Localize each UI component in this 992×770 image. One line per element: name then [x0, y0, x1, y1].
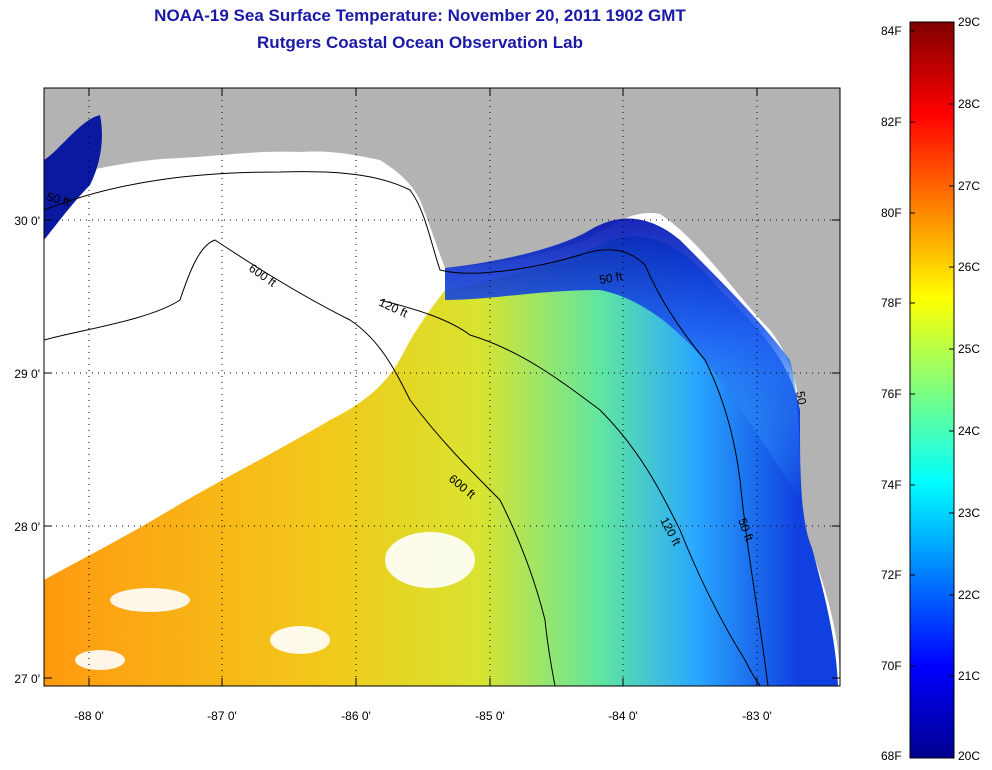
colorbar-f-label: 68F	[881, 749, 902, 763]
lat-label: 28 0'	[14, 520, 40, 534]
graticule	[44, 88, 840, 686]
lon-label: -86 0'	[341, 709, 371, 723]
colorbar-f-label: 82F	[881, 115, 902, 129]
lat-label: 27 0'	[14, 672, 40, 686]
depth-contours	[44, 171, 769, 686]
colorbar-c-label: 27C	[958, 179, 981, 193]
colorbar-c-label: 28C	[958, 97, 981, 111]
colorbar-ticks	[910, 21, 954, 677]
map-plot-area: 50 ft 600 ft 120 ft 50 ft 600 ft 120 ft …	[44, 88, 840, 686]
contour-label: 50 ft	[45, 189, 72, 209]
cold-nearshore-band	[445, 218, 800, 500]
colorbar-f-label: 74F	[881, 478, 902, 492]
colorbar-c-label: 24C	[958, 424, 981, 438]
colorbar-f-label: 70F	[881, 659, 902, 673]
colorbar-c-label: 20C	[958, 749, 981, 763]
contour-label: 50 ft	[598, 269, 624, 287]
lon-label: -88 0'	[74, 709, 104, 723]
colorbar-c-label: 23C	[958, 506, 981, 520]
lon-label: -87 0'	[207, 709, 237, 723]
colorbar-gradient	[909, 21, 955, 759]
colorbar-f-label: 80F	[881, 206, 902, 220]
lon-label: -85 0'	[475, 709, 505, 723]
colorbar-c-label: 26C	[958, 260, 981, 274]
sst-data-patch	[44, 236, 838, 686]
cloud-gaps	[75, 532, 475, 670]
lat-label: 30 0'	[14, 214, 40, 228]
lat-label: 29 0'	[14, 367, 40, 381]
colorbar-f-label: 72F	[881, 568, 902, 582]
colorbar-f-label: 84F	[881, 24, 902, 38]
axis-ticks	[44, 88, 840, 686]
colorbar-c-label: 25C	[958, 342, 981, 356]
colorbar	[909, 21, 955, 759]
colorbar-f-label: 76F	[881, 387, 902, 401]
map-subtitle: Rutgers Coastal Ocean Observation Lab	[257, 33, 583, 52]
colorbar-c-label: 21C	[958, 669, 981, 683]
map-title: NOAA-19 Sea Surface Temperature: Novembe…	[154, 6, 686, 25]
colorbar-c-label: 22C	[958, 588, 981, 602]
colorbar-f-label: 78F	[881, 296, 902, 310]
map-frame	[43, 87, 841, 687]
lon-label: -84 0'	[608, 709, 638, 723]
contour-label: 50	[793, 390, 809, 406]
lon-label: -83 0'	[742, 709, 772, 723]
colorbar-c-label: 29C	[958, 15, 981, 29]
nw-cold-patch	[44, 115, 102, 240]
